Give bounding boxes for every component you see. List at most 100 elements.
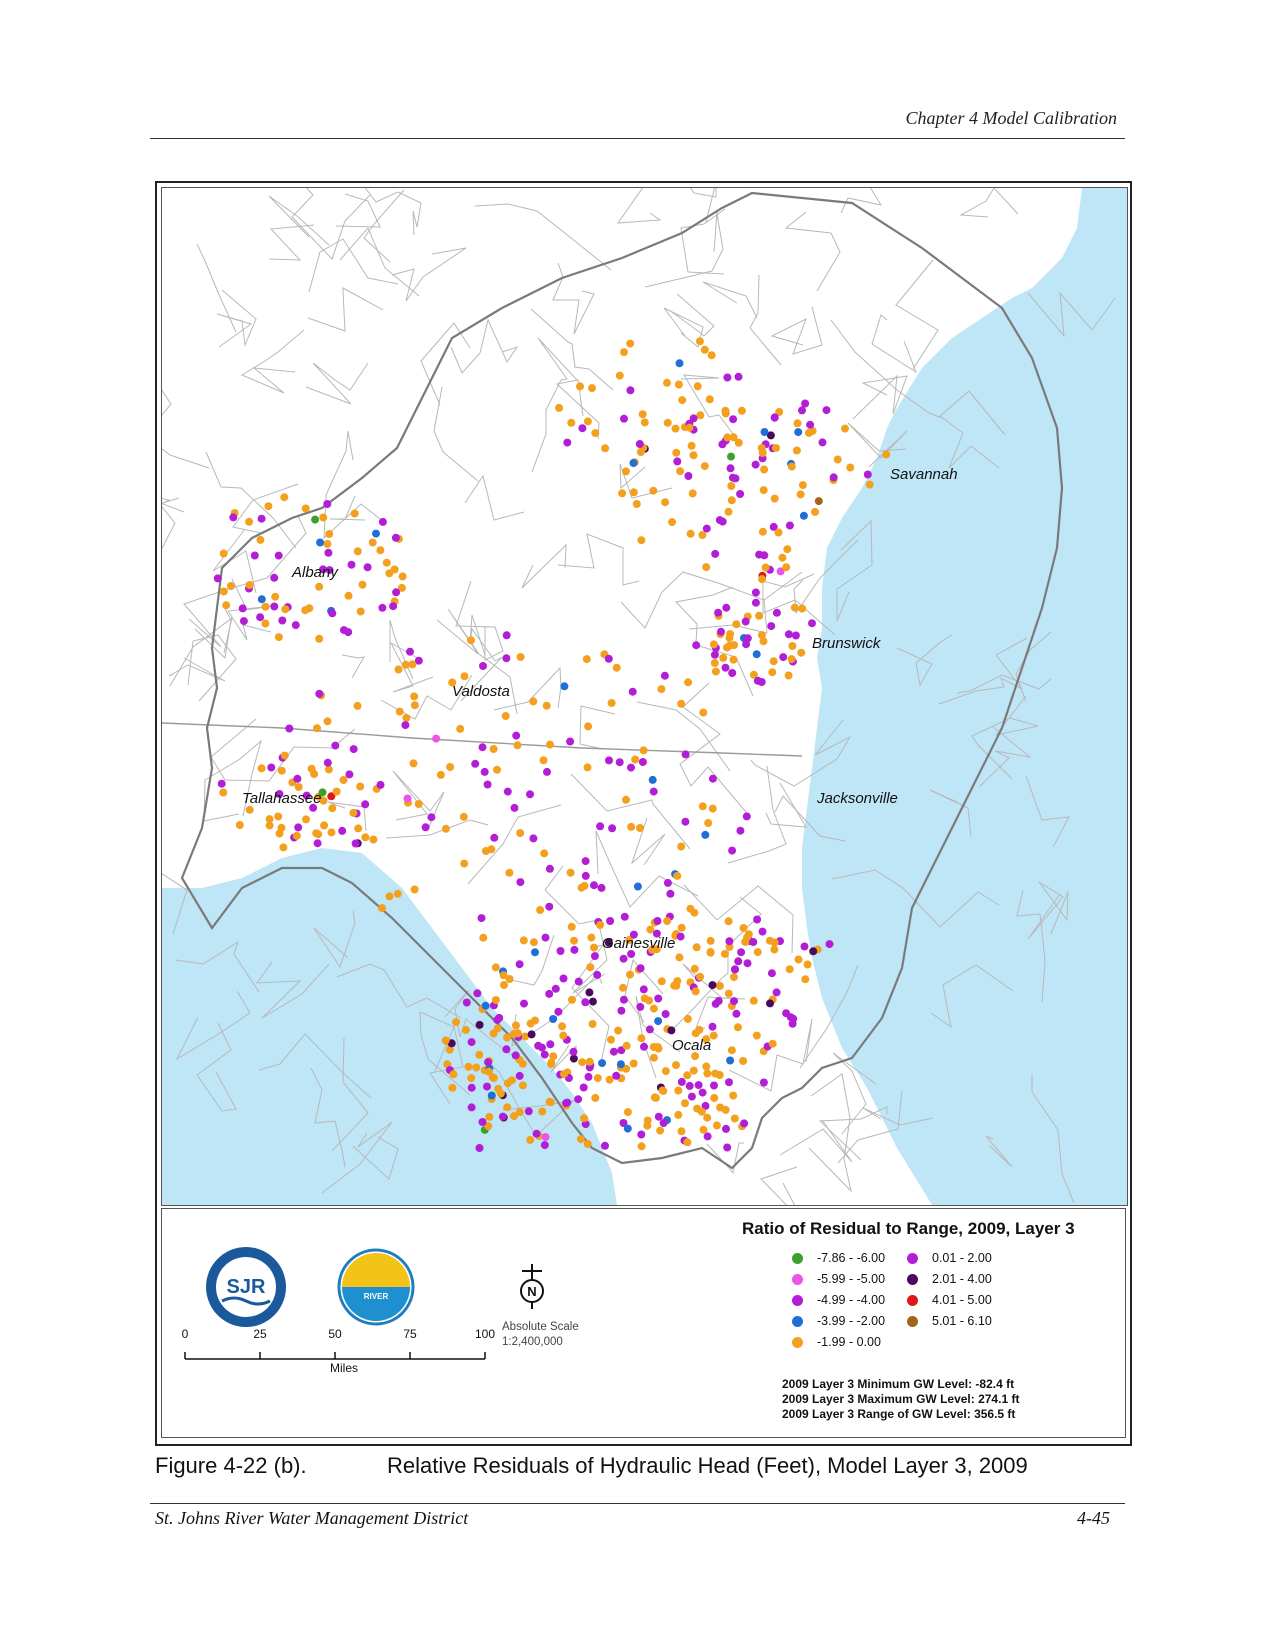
observation-point bbox=[737, 406, 746, 415]
observation-point bbox=[626, 970, 634, 979]
legend-item: -1.99 - 0.00 bbox=[792, 1335, 881, 1349]
county-line bbox=[557, 533, 640, 586]
observation-point bbox=[559, 974, 568, 983]
map-panel: Savannah Albany Brunswick Valdosta Talla… bbox=[161, 187, 1128, 1206]
observation-point bbox=[772, 444, 780, 452]
observation-point bbox=[728, 846, 737, 855]
scale-tick-100: 100 bbox=[474, 1327, 496, 1341]
observation-point bbox=[733, 1023, 742, 1032]
observation-point bbox=[406, 647, 414, 656]
observation-point bbox=[800, 942, 809, 951]
legend-range-label: -1.99 - 0.00 bbox=[817, 1335, 881, 1349]
observation-point bbox=[491, 963, 500, 972]
observation-point bbox=[701, 830, 710, 839]
observation-point bbox=[627, 763, 635, 772]
observation-point bbox=[491, 996, 500, 1004]
observation-point bbox=[540, 1141, 549, 1150]
figure-frame: Savannah Albany Brunswick Valdosta Talla… bbox=[155, 181, 1132, 1446]
observation-point bbox=[631, 755, 640, 764]
county-line bbox=[939, 390, 1006, 469]
observation-point bbox=[349, 808, 358, 817]
observation-point bbox=[723, 1143, 732, 1152]
observation-point bbox=[353, 701, 362, 710]
observation-point bbox=[755, 550, 764, 559]
observation-point bbox=[590, 943, 598, 952]
observation-point bbox=[723, 433, 732, 442]
observation-point bbox=[604, 938, 613, 947]
observation-point bbox=[502, 1045, 511, 1054]
county-line bbox=[620, 571, 803, 629]
observation-point bbox=[766, 431, 775, 440]
observation-point bbox=[467, 1083, 476, 1092]
observation-point bbox=[318, 788, 327, 797]
observation-point bbox=[770, 945, 779, 954]
observation-point bbox=[350, 509, 359, 518]
observation-point bbox=[551, 984, 560, 993]
county-line bbox=[331, 1037, 369, 1152]
county-line bbox=[255, 961, 330, 1019]
observation-point bbox=[627, 822, 636, 831]
observation-point bbox=[702, 563, 711, 572]
observation-point bbox=[279, 843, 288, 852]
observation-point bbox=[456, 724, 465, 733]
observation-point bbox=[729, 433, 738, 442]
observation-point bbox=[393, 889, 402, 898]
observation-point bbox=[498, 1112, 507, 1121]
observation-point bbox=[833, 455, 842, 464]
observation-point bbox=[779, 653, 788, 662]
observation-point bbox=[797, 648, 806, 657]
observation-point bbox=[586, 963, 595, 972]
observation-point bbox=[389, 602, 398, 611]
county-line bbox=[818, 1106, 888, 1161]
observation-point bbox=[730, 1114, 739, 1123]
observation-point bbox=[615, 758, 624, 767]
legend-range-label: -4.99 - -4.00 bbox=[817, 1293, 886, 1307]
observation-point bbox=[801, 975, 810, 984]
observation-point bbox=[621, 467, 630, 476]
observation-point bbox=[753, 915, 762, 924]
observation-point bbox=[499, 971, 508, 980]
legend-item: -3.99 - -2.00 bbox=[792, 1314, 885, 1328]
county-line bbox=[895, 259, 939, 370]
observation-point bbox=[640, 418, 649, 427]
observation-point bbox=[549, 1015, 558, 1023]
observation-point bbox=[742, 812, 751, 821]
observation-point bbox=[515, 960, 524, 969]
observation-point bbox=[520, 999, 528, 1008]
observation-point bbox=[615, 371, 624, 380]
observation-point bbox=[732, 1009, 741, 1018]
observation-point bbox=[772, 988, 781, 997]
observation-point bbox=[751, 598, 760, 607]
observation-point bbox=[766, 999, 774, 1008]
observation-point bbox=[629, 930, 638, 939]
observation-point bbox=[462, 998, 471, 1007]
observation-point bbox=[607, 1035, 615, 1044]
observation-point bbox=[638, 758, 647, 766]
observation-point bbox=[245, 581, 254, 589]
observation-point bbox=[344, 591, 353, 600]
observation-point bbox=[554, 1007, 563, 1016]
observation-point bbox=[471, 759, 480, 768]
observation-point bbox=[563, 438, 572, 447]
observation-point bbox=[559, 1031, 568, 1040]
observation-point bbox=[619, 1119, 628, 1127]
county-line bbox=[779, 1119, 853, 1163]
observation-point bbox=[432, 734, 441, 743]
scale-units: Miles bbox=[330, 1361, 359, 1375]
observation-point bbox=[345, 770, 354, 779]
observation-point bbox=[715, 981, 724, 990]
observation-point bbox=[447, 1039, 456, 1048]
observation-point bbox=[397, 583, 406, 592]
observation-point bbox=[711, 549, 720, 558]
observation-point bbox=[584, 1072, 593, 1081]
observation-point bbox=[541, 1133, 550, 1141]
observation-point bbox=[483, 780, 492, 789]
observation-point bbox=[768, 668, 777, 677]
observation-point bbox=[441, 1036, 450, 1045]
observation-point bbox=[325, 530, 334, 538]
county-line bbox=[1016, 889, 1046, 1003]
observation-point bbox=[567, 418, 576, 427]
residual-map: Savannah Albany Brunswick Valdosta Talla… bbox=[162, 188, 1127, 1205]
observation-point bbox=[363, 563, 372, 572]
county-line bbox=[531, 337, 578, 473]
